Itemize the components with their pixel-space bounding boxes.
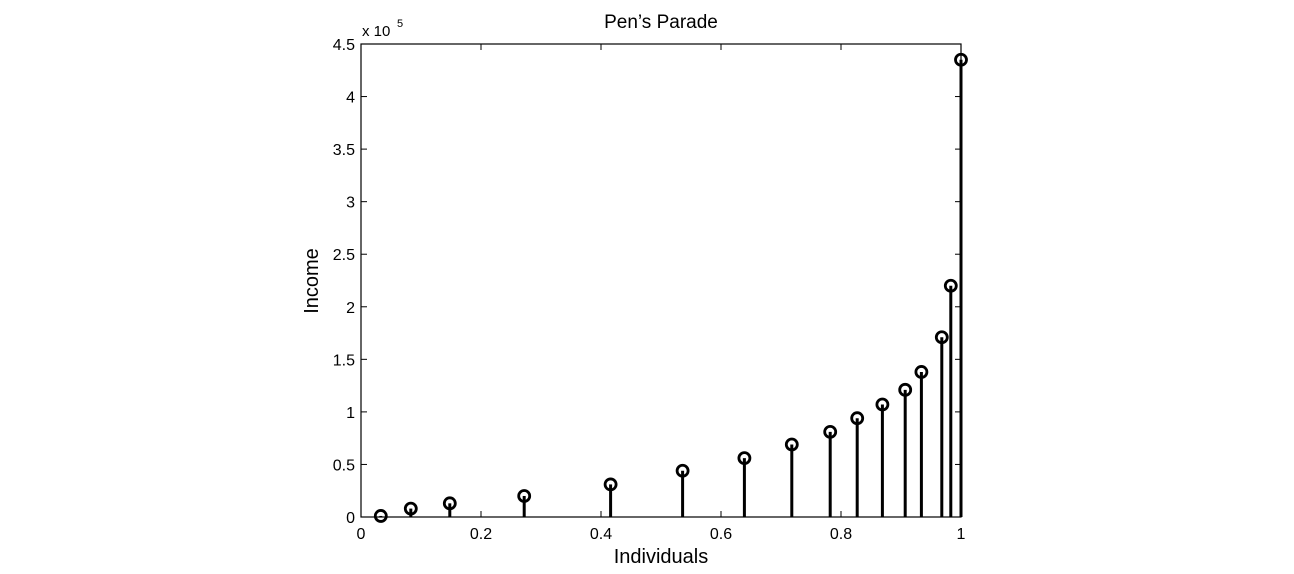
stem-marker (603, 477, 618, 492)
y-tick-label: 0.5 (333, 457, 355, 474)
y-tick-label: 4.5 (333, 37, 355, 54)
stem-marker (784, 437, 799, 452)
x-tick-label: 0 (357, 526, 366, 543)
stem-marker (954, 52, 968, 67)
x-ticks: 0 0.2 0.4 0.6 0.8 1 (357, 44, 966, 543)
y-tick-label: 0 (346, 510, 355, 527)
stem-marker (675, 463, 690, 478)
stem-marker (850, 411, 865, 426)
y-multiplier-exponent: 5 (397, 18, 403, 30)
x-tick-label: 0.8 (830, 526, 852, 543)
stem-marker (403, 501, 418, 516)
stems (373, 52, 968, 523)
y-tick-label: 3.5 (333, 142, 355, 159)
y-axis-label: Income (301, 248, 323, 314)
x-tick-label: 0.2 (470, 526, 492, 543)
x-axis-label: Individuals (614, 546, 709, 568)
stem-marker (823, 424, 838, 439)
stem-marker (737, 451, 752, 466)
plot-frame (360, 43, 962, 518)
y-tick-label: 3 (346, 195, 355, 212)
stem-marker (934, 330, 949, 345)
y-tick-label: 1 (346, 405, 355, 422)
y-ticks: 0 0.5 1 1.5 2 2.5 3 3.5 4 4.5 (333, 37, 961, 527)
x-tick-label: 0.6 (710, 526, 732, 543)
stem-marker (442, 496, 457, 511)
y-tick-label: 2 (346, 300, 355, 317)
y-multiplier: x 10 (362, 23, 390, 40)
stem-marker (898, 382, 913, 397)
chart-title: Pen’s Parade (604, 12, 718, 33)
y-tick-label: 1.5 (333, 352, 355, 369)
stem-marker (914, 365, 929, 379)
stem-marker (517, 489, 532, 503)
stem-marker (943, 278, 958, 293)
y-tick-label: 2.5 (333, 247, 355, 264)
x-tick-label: 0.4 (590, 526, 612, 543)
stem-marker (373, 509, 388, 523)
stem-marker (875, 397, 890, 412)
x-tick-label: 1 (957, 526, 966, 543)
axes (360, 43, 962, 518)
y-tick-label: 4 (346, 90, 355, 107)
